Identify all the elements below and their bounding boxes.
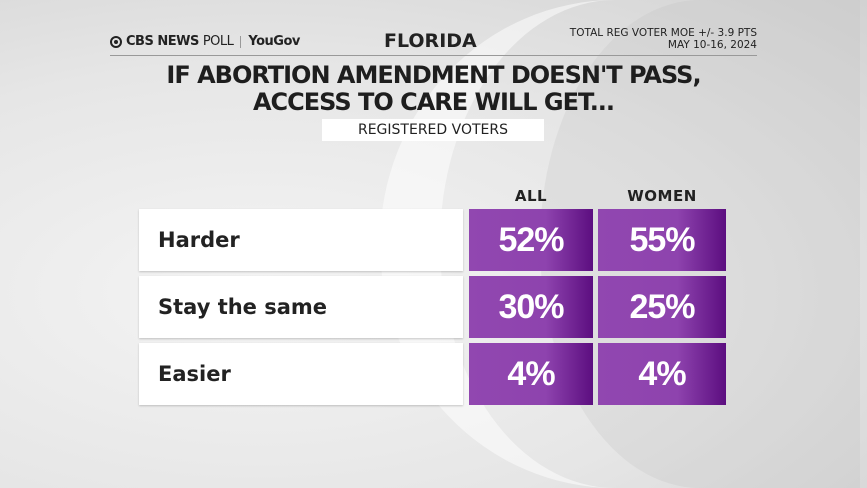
table-row: Stay the same 30% 25%: [139, 276, 726, 338]
title-line-1: IF ABORTION AMENDMENT DOESN'T PASS,: [166, 61, 701, 89]
moe-info: TOTAL REG VOTER MOE +/- 3.9 PTS MAY 10-16…: [570, 27, 757, 51]
table-row: Easier 4% 4%: [139, 343, 726, 405]
cell-women: 55%: [598, 209, 726, 271]
table-row: Harder 52% 55%: [139, 209, 726, 271]
column-header-all: ALL: [514, 187, 548, 205]
cbs-eye-icon: [110, 35, 122, 48]
row-label: Stay the same: [139, 276, 463, 338]
cell-all: 52%: [469, 209, 593, 271]
cell-women: 25%: [598, 276, 726, 338]
row-label: Easier: [139, 343, 463, 405]
cell-all: 4%: [469, 343, 593, 405]
cell-women: 4%: [598, 343, 726, 405]
partner: YouGov: [248, 34, 300, 49]
value-all: 52%: [498, 221, 564, 259]
value-women: 25%: [629, 288, 695, 326]
value-women: 55%: [629, 221, 695, 259]
chart-subtitle: REGISTERED VOTERS: [322, 119, 544, 141]
title-line-2: ACCESS TO CARE WILL GET...: [252, 88, 615, 116]
cbs-yougov-logo: CBS NEWS POLL YouGov: [110, 34, 300, 49]
brand-suffix: POLL: [202, 34, 234, 49]
state-label: FLORIDA: [384, 30, 477, 52]
value-all: 4%: [507, 355, 555, 393]
logo-separator: [240, 35, 242, 48]
poll-dates: MAY 10-16, 2024: [667, 39, 757, 51]
divider: [110, 55, 757, 56]
column-header-women: WOMEN: [627, 187, 697, 205]
value-all: 30%: [498, 288, 564, 326]
chart-title: IF ABORTION AMENDMENT DOESN'T PASS, ACCES…: [0, 62, 867, 116]
cell-all: 30%: [469, 276, 593, 338]
value-women: 4%: [638, 355, 686, 393]
moe: TOTAL REG VOTER MOE +/- 3.9 PTS: [569, 27, 757, 39]
brand: CBS NEWS: [126, 34, 199, 49]
row-label: Harder: [139, 209, 463, 271]
